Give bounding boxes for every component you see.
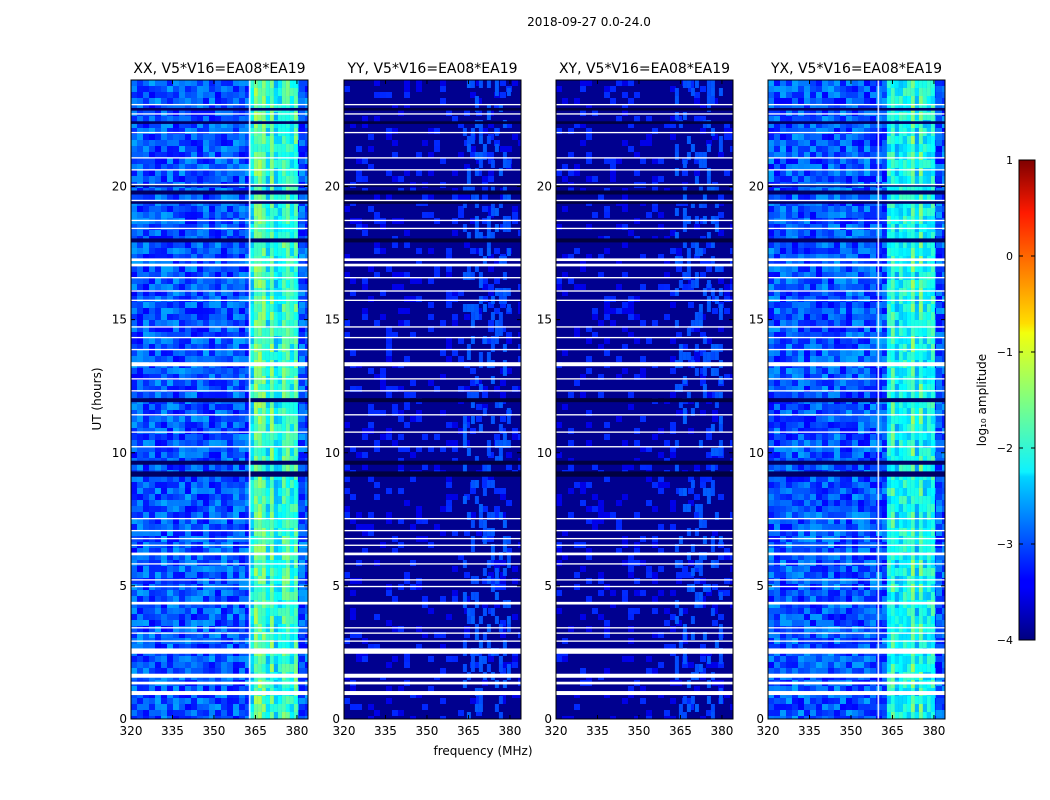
panel-xy-title: XY, V5*V16=EA08*EA19	[559, 61, 730, 77]
panel-xy-xtick-label: 350	[628, 724, 651, 738]
panel-xx-xtick-label: 380	[285, 724, 308, 738]
panel-xy-ytick-label: 15	[537, 313, 552, 327]
x-axis-label: frequency (MHz)	[433, 744, 532, 758]
panel-xx-title: XX, V5*V16=EA08*EA19	[133, 61, 305, 77]
panel-yx-xtick-label: 380	[922, 724, 945, 738]
panel-yy-xtick-label: 320	[333, 724, 356, 738]
panel-yy-xtick-label: 335	[374, 724, 397, 738]
colorbar-tick-label: −1	[997, 346, 1013, 359]
panel-xy-xtick-label: 365	[669, 724, 692, 738]
colorbar-tick-label: −3	[997, 538, 1013, 551]
panel-xy: XY, V5*V16=EA08*EA19 320 335 350 365 380 0 5 10 1…	[537, 61, 734, 738]
panel-xy-ytick-label: 0	[544, 712, 552, 726]
panel-xx-image	[131, 80, 308, 719]
panel-yx-xtick-label: 350	[840, 724, 863, 738]
panel-yy-ytick-label: 15	[325, 313, 340, 327]
panel-yx-image	[768, 80, 945, 719]
colorbar-tick-label: −4	[997, 634, 1013, 647]
panel-yx-ytick-label: 15	[749, 313, 764, 327]
colorbar-tick-label: 1	[1006, 154, 1013, 167]
panel-xx-xtick-label: 365	[244, 724, 267, 738]
panel-xx: XX, V5*V16=EA08*EA19 320 335 350 365 380 0 5 10 1…	[112, 61, 309, 738]
colorbar-label: log₁₀ amplitude	[975, 354, 989, 446]
colorbar: 1 0 −1 −2 −3 −4 log₁₀ amplitude	[975, 154, 1036, 647]
y-axis-label: UT (hours)	[90, 367, 104, 430]
panel-yy-xtick-label: 350	[416, 724, 439, 738]
panel-xy-xtick-label: 380	[710, 724, 733, 738]
heatmap-panels: XX, V5*V16=EA08*EA19 320 335 350 365 380 0 5 10 1…	[112, 61, 946, 738]
panel-xx-ytick-label: 20	[112, 180, 127, 194]
panel-yx-xtick-label: 365	[881, 724, 904, 738]
panel-yy-xtick-label: 380	[498, 724, 521, 738]
panel-yx: YX, V5*V16=EA08*EA19 320 335 350 365 380 0 5 10 1…	[749, 61, 946, 738]
panel-xy-image	[556, 80, 733, 719]
panel-yx-ytick-label: 5	[756, 579, 764, 593]
panel-yx-title: YX, V5*V16=EA08*EA19	[770, 61, 942, 77]
colorbar-tick-label: −2	[997, 442, 1013, 455]
panel-yy-ytick-label: 5	[332, 579, 340, 593]
panel-yy-ytick-label: 20	[325, 180, 340, 194]
panel-yx-ytick-label: 20	[749, 180, 764, 194]
panel-yy-title: YY, V5*V16=EA08*EA19	[346, 61, 517, 77]
panel-yy-image	[344, 80, 521, 719]
panel-xx-ytick-label: 10	[112, 446, 127, 460]
panel-xy-frame	[555, 79, 734, 720]
panel-yy-ytick-label: 0	[332, 712, 340, 726]
panel-yy: YY, V5*V16=EA08*EA19 320 335 350 365 380 0 5 10 1…	[325, 61, 522, 738]
panel-yx-ytick-label: 0	[756, 712, 764, 726]
panel-xy-ytick-label: 5	[544, 579, 552, 593]
colorbar-tick-label: 0	[1006, 250, 1013, 263]
panel-yy-xtick-label: 365	[457, 724, 480, 738]
panel-xx-frame	[130, 79, 309, 720]
panel-xx-ytick-label: 15	[112, 313, 127, 327]
panel-xx-xtick-label: 350	[203, 724, 226, 738]
panel-xx-ytick-label: 5	[119, 579, 127, 593]
panel-xy-ytick-label: 20	[537, 180, 552, 194]
figure-suptitle: 2018-09-27 0.0-24.0	[527, 15, 651, 29]
panel-xy-xtick-label: 320	[545, 724, 568, 738]
colorbar-gradient	[1018, 159, 1036, 641]
panel-yx-xtick-label: 335	[798, 724, 821, 738]
panel-yx-xtick-label: 320	[757, 724, 780, 738]
colorbar-ticks: 1 0 −1 −2 −3 −4	[997, 154, 1035, 647]
panel-yx-frame	[767, 79, 946, 720]
panel-xx-xtick-label: 320	[120, 724, 143, 738]
panel-xy-xtick-label: 335	[586, 724, 609, 738]
panel-yy-ytick-label: 10	[325, 446, 340, 460]
panel-yy-frame	[343, 79, 522, 720]
panel-xy-ytick-label: 10	[537, 446, 552, 460]
panel-xx-ytick-label: 0	[119, 712, 127, 726]
panel-yx-ytick-label: 10	[749, 446, 764, 460]
panel-xx-xtick-label: 335	[161, 724, 184, 738]
